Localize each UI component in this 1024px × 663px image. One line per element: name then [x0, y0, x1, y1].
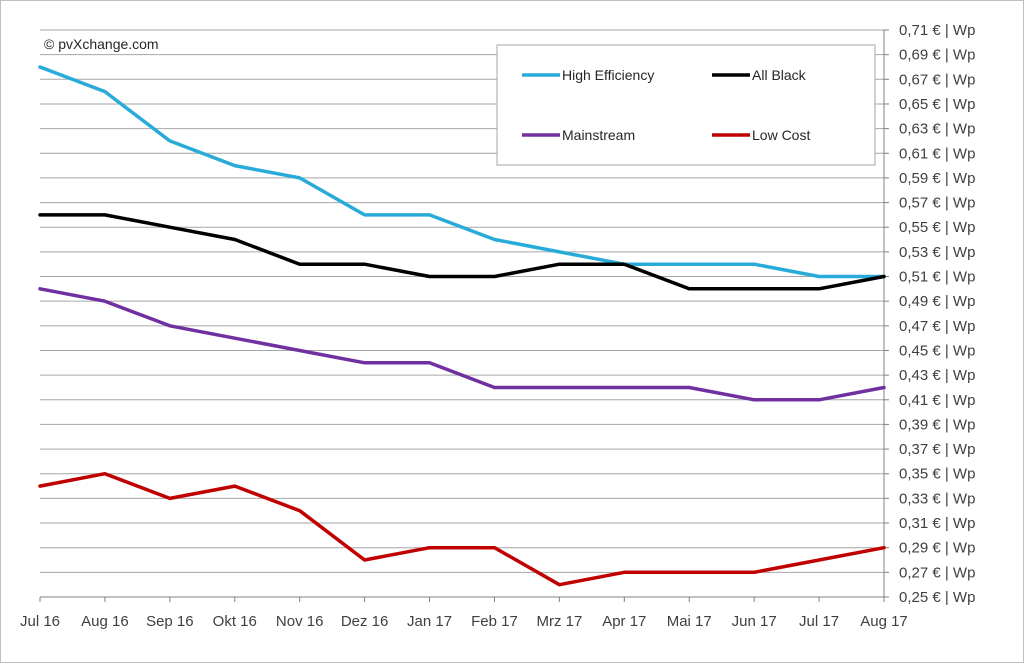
series-line	[38, 287, 886, 402]
x-tick-label: Sep 16	[146, 613, 194, 630]
y-tick-label: 0,39 € | Wp	[899, 416, 975, 433]
y-tick-label: 0,55 € | Wp	[899, 219, 975, 236]
y-tick-label: 0,43 € | Wp	[899, 367, 975, 384]
y-tick-label: 0,51 € | Wp	[899, 269, 975, 286]
y-tick-label: 0,67 € | Wp	[899, 71, 975, 88]
x-tick-label: Mai 17	[667, 613, 712, 630]
axes	[39, 30, 885, 602]
series-lines	[38, 65, 886, 587]
y-tick-label: 0,53 € | Wp	[899, 244, 975, 261]
y-tick-label: 0,25 € | Wp	[899, 589, 975, 606]
legend-label: All Black	[752, 67, 807, 83]
series-line	[38, 471, 886, 587]
x-tick-label: Mrz 17	[536, 613, 582, 630]
y-tick-label: 0,33 € | Wp	[899, 490, 975, 507]
y-tick-label: 0,69 € | Wp	[899, 47, 975, 64]
y-tick-label: 0,31 € | Wp	[899, 515, 975, 532]
legend-label: Mainstream	[562, 127, 635, 143]
legend: High Efficiency All Black Mainstream Low Co…	[496, 44, 876, 166]
x-tick-label: Feb 17	[471, 613, 518, 630]
y-tick-label: 0,61 € | Wp	[899, 145, 975, 162]
legend-label: Low Cost	[752, 127, 810, 143]
y-tick-label: 0,29 € | Wp	[899, 540, 975, 557]
copyright-text: © pvXchange.com	[44, 36, 159, 52]
x-tick-label: Aug 17	[860, 613, 908, 630]
legend-box	[496, 44, 876, 166]
y-tick-label: 0,49 € | Wp	[899, 293, 975, 310]
y-tick-label: 0,63 € | Wp	[899, 121, 975, 138]
y-tick-label: 0,59 € | Wp	[899, 170, 975, 187]
series-line	[38, 65, 886, 279]
x-tick-label: Jan 17	[407, 613, 452, 630]
x-tick-label: Aug 16	[81, 613, 129, 630]
y-tick-label: 0,71 € | Wp	[899, 22, 975, 39]
y-tick-label: 0,35 € | Wp	[899, 466, 975, 483]
y-tick-label: 0,45 € | Wp	[899, 342, 975, 359]
x-tick-label: Nov 16	[276, 613, 324, 630]
y-tick-label: 0,65 € | Wp	[899, 96, 975, 113]
series-line	[38, 213, 886, 291]
y-tick-labels: 0,71 € | Wp 0,69 € | Wp 0,67 € | Wp 0,65 € …	[899, 22, 975, 606]
y-tick-label: 0,57 € | Wp	[899, 195, 975, 212]
x-tick-label: Dez 16	[341, 613, 389, 630]
y-tick-label: 0,37 € | Wp	[899, 441, 975, 458]
x-tick-label: Jun 17	[732, 613, 777, 630]
x-tick-label: Jul 17	[799, 613, 839, 630]
x-tick-label: Apr 17	[602, 613, 646, 630]
y-tick-label: 0,27 € | Wp	[899, 564, 975, 581]
y-tick-label: 0,47 € | Wp	[899, 318, 975, 335]
x-tick-labels: Jul 16 Aug 16 Sep 16 Okt 16 Nov 16 Dez 16 Jan …	[20, 613, 908, 630]
y-tick-label: 0,41 € | Wp	[899, 392, 975, 409]
x-tick-label: Okt 16	[213, 613, 257, 630]
x-tick-label: Jul 16	[20, 613, 60, 630]
legend-label: High Efficiency	[562, 67, 654, 83]
